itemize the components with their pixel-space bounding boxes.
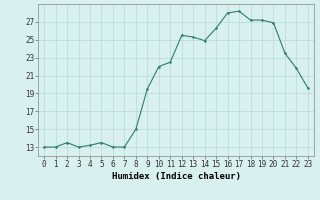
- X-axis label: Humidex (Indice chaleur): Humidex (Indice chaleur): [111, 172, 241, 181]
